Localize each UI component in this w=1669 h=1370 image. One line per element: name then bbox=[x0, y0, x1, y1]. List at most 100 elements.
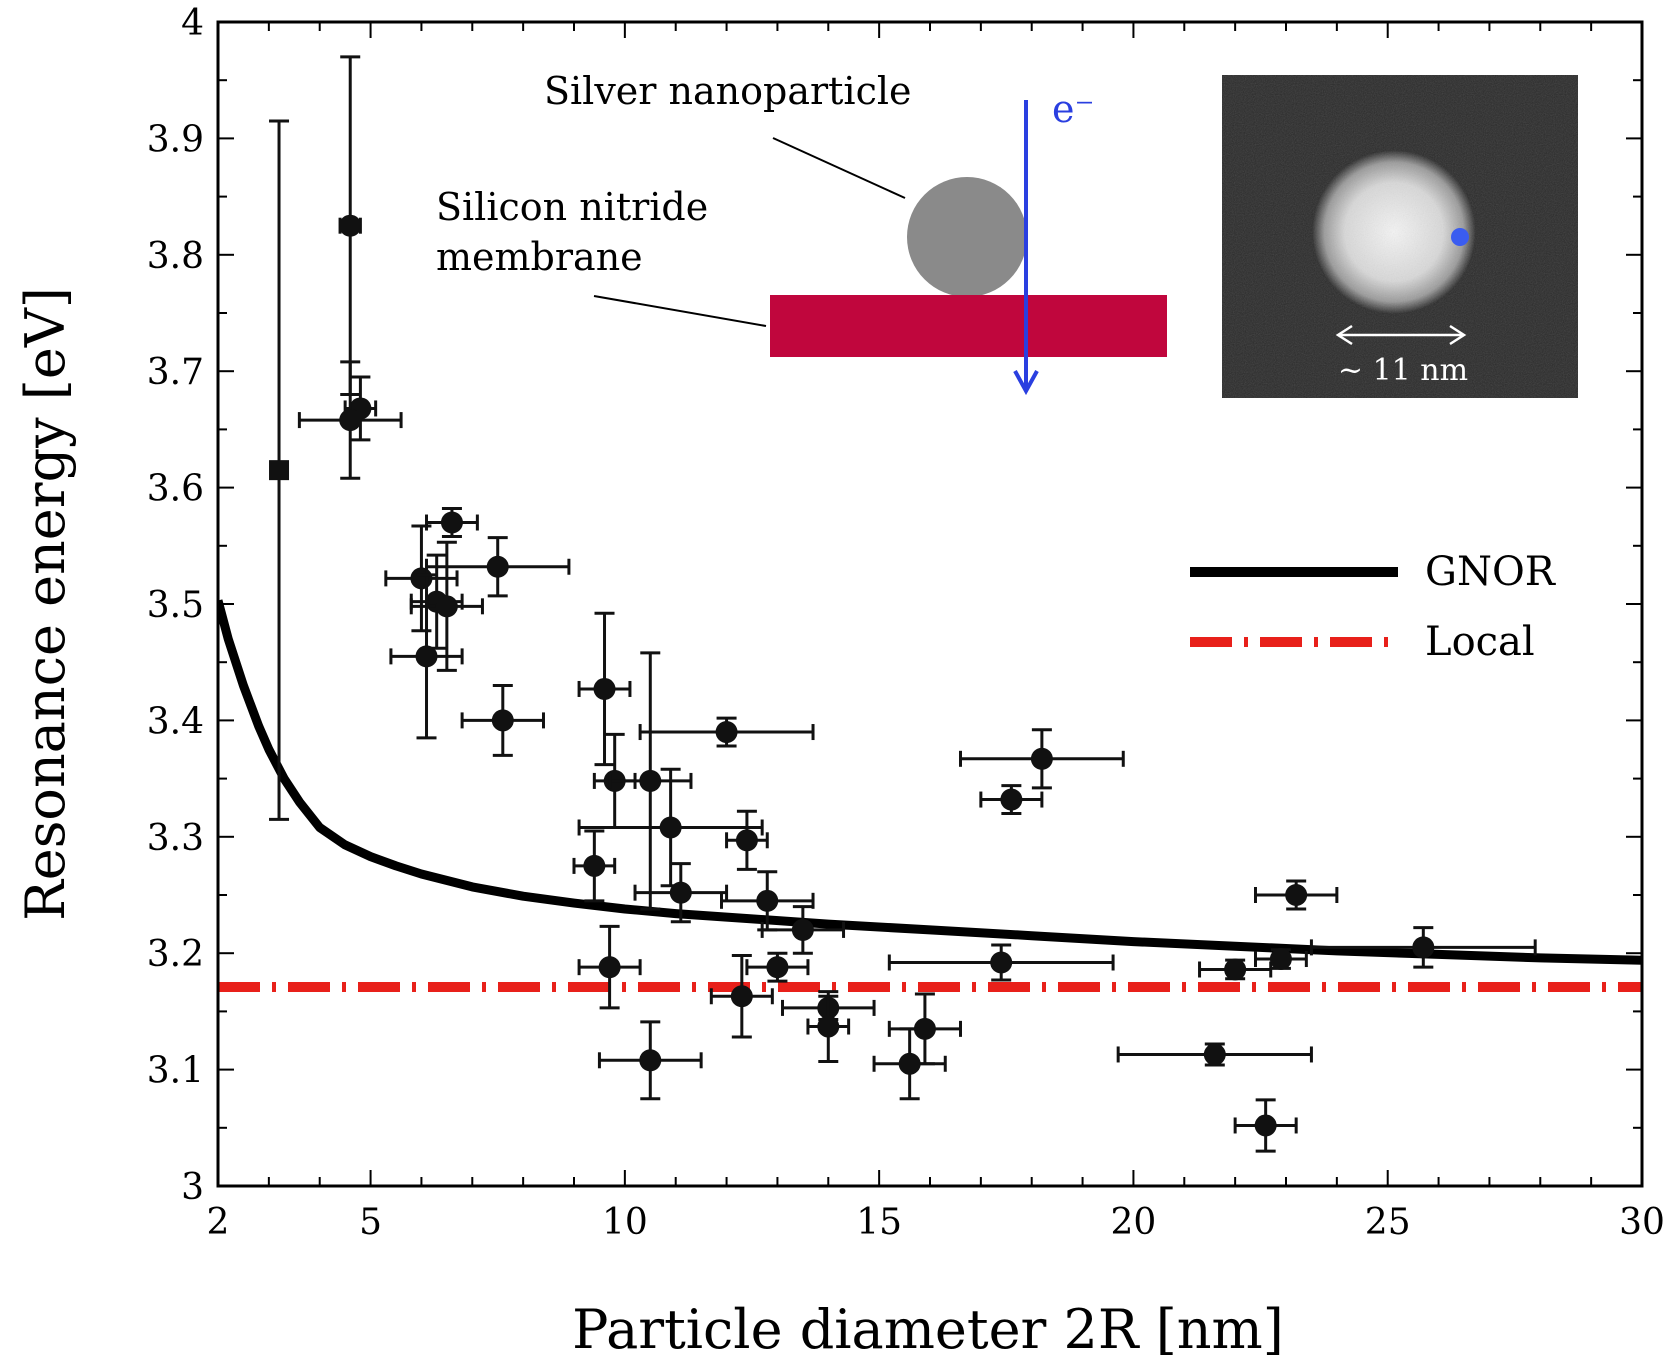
data-point bbox=[460, 683, 545, 757]
x-tick-label: 30 bbox=[1619, 1202, 1665, 1243]
data-marker bbox=[415, 645, 438, 668]
data-point bbox=[269, 119, 290, 821]
legend-gnor-label: GNOR bbox=[1425, 549, 1557, 595]
data-marker bbox=[756, 889, 779, 912]
data-marker bbox=[486, 555, 509, 578]
data-marker bbox=[1030, 747, 1053, 770]
data-point bbox=[1253, 879, 1339, 911]
y-tick-label: 3.3 bbox=[147, 818, 204, 859]
data-point bbox=[577, 924, 642, 1010]
data-point bbox=[1116, 1042, 1313, 1067]
scale-bar-left-arrow bbox=[1335, 324, 1353, 346]
y-tick-label: 3.9 bbox=[147, 119, 204, 160]
data-point bbox=[872, 1027, 947, 1101]
measurement-points bbox=[269, 55, 1537, 1153]
data-marker bbox=[990, 951, 1013, 974]
data-point bbox=[577, 611, 632, 767]
silver-leader-line bbox=[772, 137, 906, 199]
data-point bbox=[338, 55, 362, 396]
data-point bbox=[745, 951, 810, 983]
data-marker bbox=[435, 595, 458, 618]
data-marker bbox=[639, 1049, 662, 1072]
data-point bbox=[719, 870, 815, 932]
nanoparticle-image-grain bbox=[1312, 150, 1476, 314]
data-point bbox=[608, 651, 693, 911]
y-tick-label: 4 bbox=[181, 3, 204, 44]
data-point bbox=[806, 990, 851, 1063]
silicon-nitride-membrane-shape bbox=[770, 295, 1167, 357]
data-point bbox=[425, 536, 571, 598]
x-tick-label: 20 bbox=[1111, 1202, 1157, 1243]
data-point bbox=[572, 829, 617, 903]
data-marker bbox=[1203, 1043, 1226, 1066]
electron-label: e⁻ bbox=[1052, 87, 1095, 131]
data-marker bbox=[339, 409, 362, 432]
data-point bbox=[577, 767, 764, 888]
y-tick-label: 3.7 bbox=[147, 352, 204, 393]
y-axis-title: Resonance energy [eV] bbox=[14, 287, 77, 921]
data-point bbox=[979, 784, 1044, 816]
data-marker bbox=[898, 1052, 921, 1075]
data-marker bbox=[583, 854, 606, 877]
data-point bbox=[1198, 958, 1273, 981]
data-marker bbox=[1224, 958, 1247, 981]
data-point bbox=[1253, 948, 1308, 971]
silver-nanoparticle-label: Silver nanoparticle bbox=[544, 69, 912, 113]
data-point bbox=[1309, 926, 1537, 969]
data-marker bbox=[339, 214, 362, 237]
data-marker bbox=[269, 460, 290, 481]
y-tick-label: 3 bbox=[181, 1167, 204, 1208]
data-marker bbox=[1000, 788, 1023, 811]
y-tick-label: 3.4 bbox=[147, 701, 204, 742]
x-tick-label: 2 bbox=[207, 1202, 230, 1243]
legend-local-label: Local bbox=[1425, 619, 1535, 665]
micrograph-inset: ~ 11 nm bbox=[1222, 75, 1578, 398]
data-point bbox=[725, 809, 769, 871]
x-tick-label: 5 bbox=[359, 1202, 382, 1243]
membrane-leader-line bbox=[593, 295, 767, 327]
data-marker bbox=[1254, 1114, 1277, 1137]
data-point bbox=[425, 507, 479, 538]
data-point bbox=[409, 540, 484, 672]
gnor-curve bbox=[218, 599, 1642, 965]
data-point bbox=[959, 728, 1125, 790]
data-point bbox=[597, 1020, 703, 1101]
y-tick-label: 3.8 bbox=[147, 236, 204, 277]
data-marker bbox=[491, 709, 514, 732]
membrane-label-line1: Silicon nitride bbox=[436, 185, 708, 229]
membrane-label-line2: membrane bbox=[436, 235, 643, 279]
x-axis-title: Particle diameter 2R [nm] bbox=[572, 1298, 1284, 1361]
data-marker bbox=[791, 918, 814, 941]
data-marker bbox=[766, 956, 789, 979]
data-marker bbox=[598, 956, 621, 979]
legend: GNOR Local bbox=[1190, 549, 1557, 665]
electron-beam-arrowhead bbox=[1013, 370, 1039, 396]
model-curves bbox=[218, 599, 1642, 992]
x-tick-label: 25 bbox=[1365, 1202, 1411, 1243]
scale-bar-right-arrow bbox=[1449, 324, 1467, 346]
silver-nanoparticle-shape bbox=[907, 177, 1027, 297]
data-marker bbox=[593, 677, 616, 700]
data-marker bbox=[715, 721, 738, 744]
data-point bbox=[709, 954, 774, 1039]
data-marker bbox=[913, 1017, 936, 1040]
data-marker bbox=[659, 816, 682, 839]
data-marker bbox=[1285, 884, 1308, 906]
data-point bbox=[887, 943, 1115, 982]
scale-bar-label: ~ 11 nm bbox=[1338, 353, 1468, 388]
data-marker bbox=[730, 985, 753, 1008]
data-marker bbox=[1269, 948, 1292, 971]
axes: 2 5 10 15 20 25 3033.13.23.33.43.53.63.73.83.9… bbox=[147, 3, 1665, 1243]
beam-position-dot bbox=[1451, 228, 1469, 246]
data-marker bbox=[1412, 936, 1435, 959]
x-tick-label: 15 bbox=[856, 1202, 902, 1243]
data-point bbox=[633, 862, 729, 924]
data-point bbox=[389, 573, 464, 740]
data-point bbox=[760, 905, 846, 955]
data-marker bbox=[440, 511, 463, 534]
data-marker bbox=[639, 769, 662, 792]
data-marker bbox=[817, 1015, 840, 1038]
data-marker bbox=[735, 829, 758, 852]
data-point bbox=[638, 716, 815, 748]
